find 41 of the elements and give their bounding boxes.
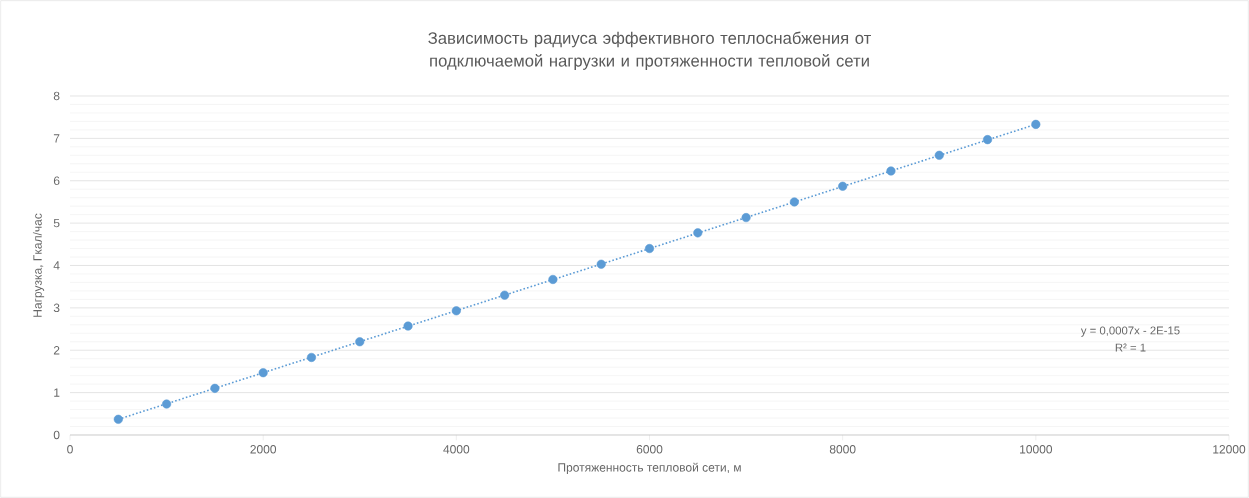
- point: [451, 306, 461, 316]
- y-tick-label: 7: [53, 134, 60, 143]
- point: [886, 166, 896, 176]
- point: [113, 414, 123, 424]
- point: [162, 399, 172, 409]
- point: [355, 337, 365, 347]
- y-axis-title: Нагрузка, Гкал/час: [32, 213, 45, 317]
- point: [210, 383, 220, 393]
- x-tick-label: 10000: [1020, 445, 1053, 454]
- point: [548, 274, 558, 285]
- y-tick-label: 3: [53, 303, 60, 313]
- annotation: R² = 1: [1115, 343, 1146, 352]
- x-tick-label: 12000: [1213, 445, 1246, 454]
- point: [1031, 119, 1041, 129]
- x-tick-label: 4000: [443, 445, 470, 454]
- x-tick-label: 0: [67, 445, 73, 454]
- annotation: y = 0,0007x - 2E-15: [1080, 326, 1180, 337]
- point: [500, 290, 510, 300]
- x-axis-title: Протяженность тепловой сети, м: [558, 462, 741, 475]
- point: [403, 321, 413, 331]
- y-tick-label: 8: [53, 91, 60, 101]
- chart-title: Зависимость радиуса эффективного теплоснабжения от подключаемой нагрузки и протяженности тепловой сети: [428, 31, 871, 70]
- point: [838, 181, 848, 191]
- x-tick-label: 8000: [829, 445, 856, 454]
- point: [596, 259, 606, 269]
- y-tick-label: 2: [53, 346, 60, 355]
- point: [644, 244, 655, 254]
- point: [306, 352, 316, 362]
- y-tick-label: 5: [53, 218, 60, 228]
- point: [741, 213, 751, 223]
- y-tick-label: 1: [54, 388, 60, 397]
- point: [934, 150, 944, 160]
- x-tick-label: 2000: [250, 445, 277, 454]
- y-tick-label: 0: [53, 430, 60, 440]
- y-tick-label: 6: [53, 176, 60, 185]
- point: [789, 197, 799, 207]
- point: [983, 135, 993, 145]
- y-tick-label: 4: [53, 261, 60, 270]
- point: [258, 368, 268, 378]
- x-tick-label: 6000: [636, 445, 663, 454]
- point: [693, 228, 703, 238]
